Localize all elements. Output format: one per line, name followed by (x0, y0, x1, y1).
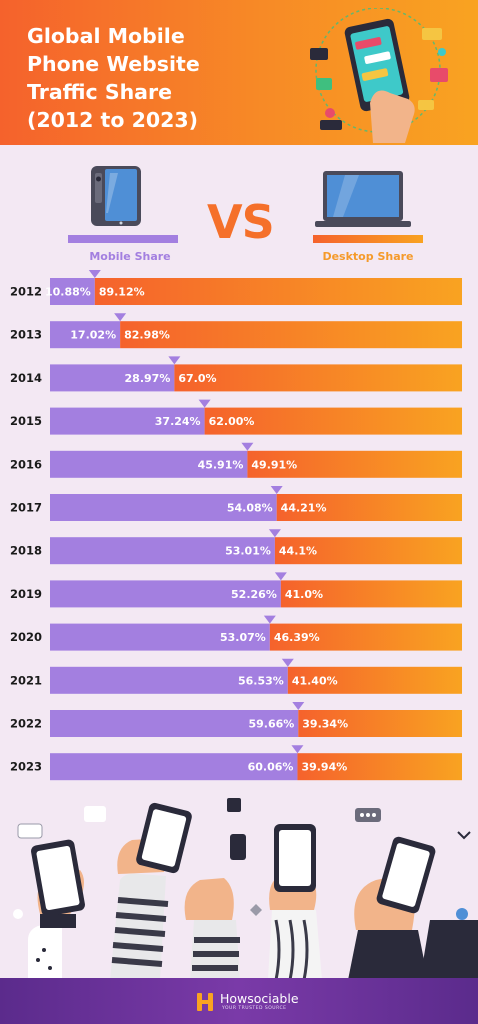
desktop-share-label: 41.0% (285, 588, 323, 601)
year-label: 2017 (10, 501, 42, 515)
year-label: 2014 (10, 371, 42, 385)
mobile-share-label: 56.53% (238, 674, 284, 687)
versus-section: Mobile Share VS Desktop Share (0, 145, 478, 275)
title-line: Phone Website (27, 52, 200, 76)
split-marker (114, 313, 127, 322)
mobile-share-label: 37.24% (155, 415, 201, 428)
mobile-share-label: 10.88% (45, 286, 91, 299)
hands-with-phones-illustration (13, 798, 478, 980)
desktop-share-label: 44.21% (281, 502, 327, 515)
mobile-share-bar (50, 537, 275, 565)
mobile-share-bar (50, 494, 277, 521)
mobile-share-bar (50, 364, 175, 392)
title-line: Traffic Share (27, 80, 173, 104)
title-line: (2012 to 2023) (27, 108, 199, 132)
split-marker (268, 529, 281, 538)
title-line: Global Mobile (27, 24, 185, 48)
mobile-share-bar (50, 278, 95, 305)
year-label: 2022 (10, 717, 42, 731)
mobile-share-bar (50, 321, 121, 349)
howsociable-logo-icon (197, 993, 213, 1011)
year-label: 2021 (10, 673, 42, 687)
desktop-share-bar (298, 710, 462, 737)
brand-name: Howsociable (220, 991, 299, 1006)
tablet-icon (91, 166, 141, 226)
desktop-underline (313, 235, 423, 243)
legend-mobile-share: Mobile Share (89, 250, 171, 263)
split-marker (263, 615, 276, 624)
desktop-share-bar (174, 364, 462, 392)
mobile-share-label: 53.07% (220, 631, 266, 644)
mobile-share-label: 45.91% (198, 458, 244, 471)
header-banner: Global Mobile Phone Website Traffic Shar… (0, 0, 478, 145)
desktop-share-label: 49.91% (251, 458, 297, 471)
year-label: 2016 (10, 457, 42, 471)
desktop-share-bar (287, 666, 462, 694)
mobile-share-bar (50, 666, 288, 694)
page-title: Global Mobile Phone Website Traffic Shar… (27, 22, 277, 134)
year-label: 2015 (10, 414, 42, 428)
year-label: 2018 (10, 544, 42, 558)
desktop-share-bar (276, 494, 462, 521)
desktop-share-label: 44.1% (279, 545, 317, 558)
desktop-share-bar (94, 278, 463, 305)
desktop-share-bar (274, 537, 462, 565)
desktop-share-bar (247, 450, 462, 478)
mobile-share-bar (50, 753, 298, 781)
split-marker (291, 745, 304, 754)
footer-bar: Howsociable YOUR TRUSTED SOURCE (0, 978, 478, 1024)
split-marker (241, 442, 254, 451)
desktop-share-label: 82.98% (124, 329, 170, 342)
desktop-share-label: 39.34% (302, 718, 348, 731)
split-marker (88, 270, 101, 278)
mobile-share-label: 28.97% (125, 372, 171, 385)
desktop-share-bar (269, 623, 462, 651)
year-label: 2013 (10, 328, 42, 342)
mobile-share-bar (50, 580, 281, 608)
mobile-underline (68, 235, 178, 243)
desktop-share-label: 39.94% (301, 761, 347, 774)
mobile-share-bar (50, 710, 299, 737)
mobile-share-label: 54.08% (227, 502, 273, 515)
split-marker (198, 399, 211, 408)
desktop-share-bar (280, 580, 462, 608)
mobile-share-bar (50, 407, 205, 435)
mobile-share-label: 17.02% (70, 329, 116, 342)
brand-tagline: YOUR TRUSTED SOURCE (222, 1006, 287, 1011)
split-marker (274, 572, 287, 581)
desktop-share-label: 89.12% (99, 286, 145, 299)
desktop-share-label: 62.00% (209, 415, 255, 428)
desktop-share-bar (120, 321, 462, 349)
mobile-share-label: 53.01% (225, 545, 271, 558)
split-marker (270, 486, 283, 494)
split-marker (292, 702, 305, 710)
desktop-share-label: 67.0% (178, 372, 216, 385)
year-label: 2023 (10, 760, 42, 774)
mobile-share-label: 59.66% (248, 718, 294, 731)
desktop-share-label: 46.39% (274, 631, 320, 644)
traffic-share-chart: 2012 10.88% 89.12% 2013 17.02% 82.98% 2014 28.9… (10, 270, 463, 781)
laptop-icon (315, 171, 411, 227)
mobile-share-bar (50, 450, 248, 478)
phone-social-illustration (310, 8, 448, 143)
year-label: 2020 (10, 630, 42, 644)
mobile-share-label: 52.26% (231, 588, 277, 601)
desktop-share-label: 41.40% (292, 674, 338, 687)
vs-label: VS (207, 195, 275, 249)
year-label: 2019 (10, 587, 42, 601)
split-marker (281, 658, 294, 667)
mobile-share-label: 60.06% (248, 761, 294, 774)
year-label: 2012 (10, 285, 42, 299)
split-marker (168, 356, 181, 365)
desktop-share-bar (204, 407, 462, 435)
mobile-share-bar (50, 623, 270, 651)
desktop-share-bar (297, 753, 462, 781)
legend-desktop-share: Desktop Share (322, 250, 414, 263)
